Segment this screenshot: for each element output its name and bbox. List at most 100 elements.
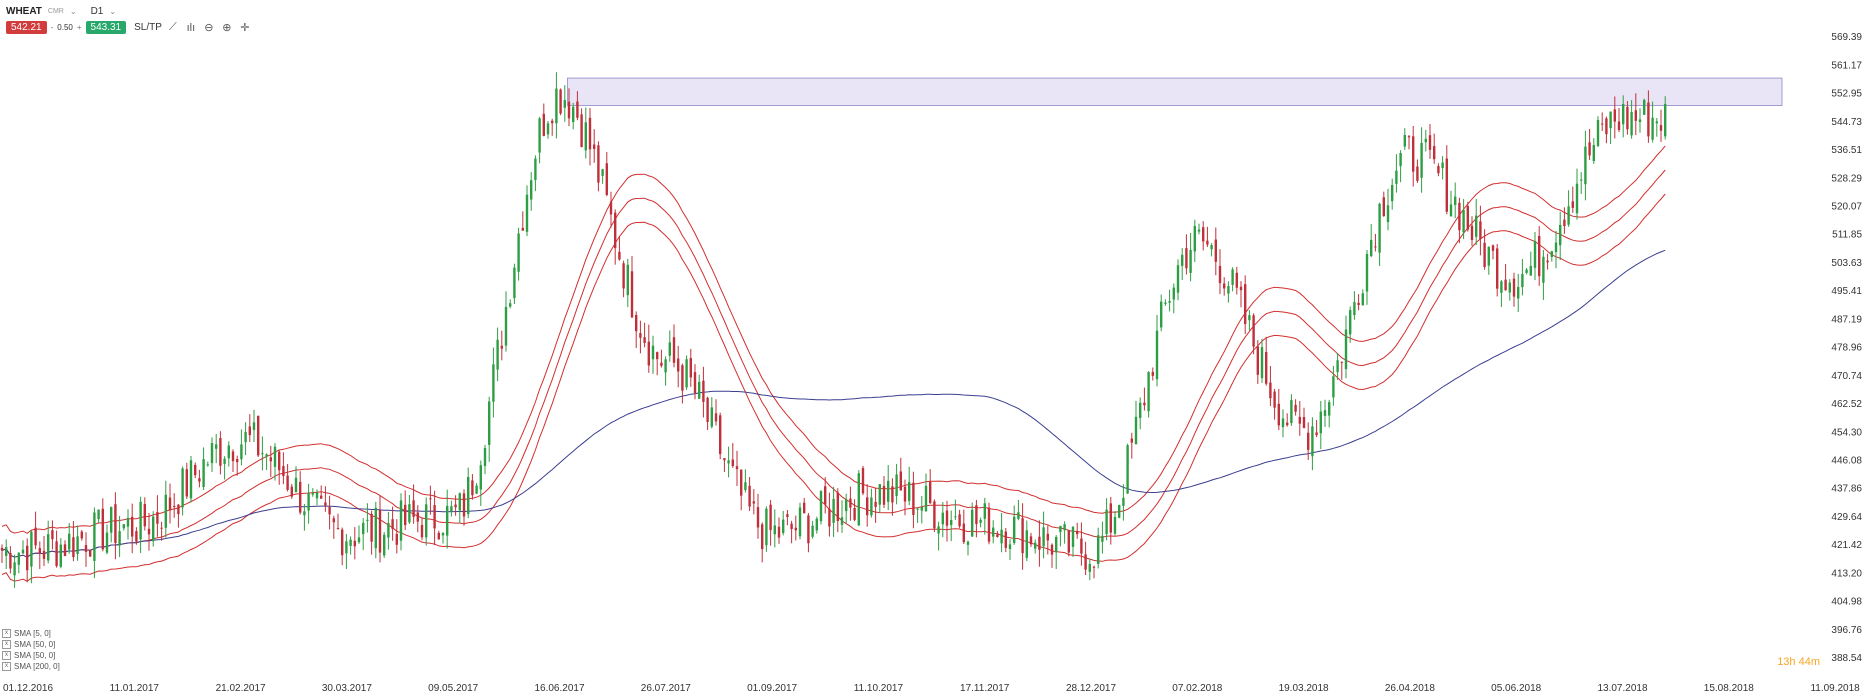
candle-body xyxy=(320,495,323,499)
crosshair-icon[interactable]: ✛ xyxy=(240,22,250,34)
candle-body xyxy=(1479,221,1482,240)
candle-body xyxy=(1433,146,1436,160)
legend-checkbox[interactable]: x xyxy=(2,651,11,660)
candle-body xyxy=(143,503,146,527)
candle-body xyxy=(1050,544,1054,555)
candle-body xyxy=(861,468,865,494)
candle-body xyxy=(341,529,344,556)
candle-body xyxy=(1340,361,1343,363)
lot-value-input[interactable]: 0.50 xyxy=(57,23,73,32)
candle-body xyxy=(1160,301,1163,328)
candle-body xyxy=(689,358,692,378)
candle-body xyxy=(870,497,873,516)
candle-body xyxy=(966,541,970,545)
lot-stepper[interactable]: - 0.50 + xyxy=(51,23,82,32)
candle-body xyxy=(1575,183,1579,214)
candle-body xyxy=(559,89,562,114)
candle-body xyxy=(1034,542,1037,549)
y-tick-label: 503.63 xyxy=(1831,258,1862,269)
candle-body xyxy=(1391,184,1394,202)
zoom-out-icon[interactable]: ⊖ xyxy=(204,22,214,34)
chevron-down-icon[interactable]: ⌄ xyxy=(109,6,117,16)
candle-body xyxy=(290,486,293,497)
candle-body xyxy=(1055,536,1058,553)
candle-body xyxy=(1122,497,1125,506)
legend-item[interactable]: x SMA [50, 0] xyxy=(2,639,60,650)
candle-body xyxy=(782,519,785,534)
indicators-icon[interactable]: ılı xyxy=(186,21,196,34)
candle-body xyxy=(202,459,205,487)
candle-body xyxy=(164,494,167,528)
candle-body xyxy=(1596,120,1600,146)
candle-body xyxy=(307,492,310,511)
candle-body xyxy=(378,509,382,553)
lot-minus-button[interactable]: - xyxy=(50,23,54,32)
legend-label: SMA [5, 0] xyxy=(14,629,51,638)
legend-item[interactable]: x SMA [50, 0] xyxy=(2,650,60,661)
candle-body xyxy=(63,544,67,557)
zoom-in-icon[interactable]: ⊕ xyxy=(222,22,232,34)
candle-body xyxy=(1491,245,1495,251)
candle-body xyxy=(105,532,109,553)
resistance-zone[interactable] xyxy=(567,77,1783,106)
candle-body xyxy=(462,493,466,517)
candle-body xyxy=(26,545,29,571)
candle-body xyxy=(668,342,671,356)
candle-body xyxy=(500,345,503,349)
legend-label: SMA [50, 0] xyxy=(14,651,56,660)
legend-item[interactable]: x SMA [5, 0] xyxy=(2,628,60,639)
candle-body xyxy=(215,444,218,449)
candle-body xyxy=(34,527,37,546)
legend-item[interactable]: x SMA [200, 0] xyxy=(2,661,60,672)
candle-body xyxy=(1038,536,1041,550)
candle-body xyxy=(1533,241,1537,268)
candle-body xyxy=(244,432,247,443)
y-tick-label: 561.17 xyxy=(1831,60,1862,71)
line-chart-icon[interactable]: ⟋ xyxy=(169,21,177,33)
candle-body xyxy=(1567,206,1570,225)
candle-body xyxy=(1529,265,1532,276)
candle-body xyxy=(1273,391,1276,408)
candle-body xyxy=(685,359,688,388)
candle-body xyxy=(391,519,394,529)
candle-body xyxy=(1155,330,1159,380)
candle-body xyxy=(1067,530,1070,553)
candle-countdown: 13h 44m xyxy=(1777,656,1820,668)
candle-body xyxy=(996,534,999,537)
legend-checkbox[interactable]: x xyxy=(2,662,11,671)
sltp-button[interactable]: SL/TP xyxy=(134,22,162,33)
candle-body xyxy=(366,519,369,521)
candle-body xyxy=(408,504,411,523)
candle-body xyxy=(1151,371,1154,376)
candle-body xyxy=(1508,282,1511,293)
chevron-down-icon[interactable]: ⌄ xyxy=(69,6,77,16)
sell-button[interactable]: 542.21 xyxy=(6,21,47,34)
candle-body xyxy=(38,548,41,554)
legend-checkbox[interactable]: x xyxy=(2,640,11,649)
timeframe-selector[interactable]: D1 xyxy=(90,5,104,17)
candle-body xyxy=(584,122,587,151)
candle-body xyxy=(1370,239,1373,257)
candle-body xyxy=(1420,142,1423,178)
legend-checkbox[interactable]: x xyxy=(2,629,11,638)
buy-button[interactable]: 543.31 xyxy=(85,21,127,34)
candle-body xyxy=(1277,403,1280,426)
candle-body xyxy=(349,539,352,546)
candle-body xyxy=(1655,121,1658,124)
candle-body xyxy=(752,501,755,504)
y-tick-label: 429.64 xyxy=(1831,512,1862,523)
sma-line xyxy=(1,145,1666,534)
lot-plus-button[interactable]: + xyxy=(76,23,82,32)
candle-body xyxy=(1181,254,1184,266)
candle-body xyxy=(1323,410,1327,416)
candle-body xyxy=(89,549,92,557)
candle-body xyxy=(786,514,789,517)
candle-body xyxy=(832,498,835,523)
candle-body xyxy=(1332,376,1335,398)
candle-body xyxy=(1424,138,1427,143)
candle-body xyxy=(433,505,436,529)
x-tick-label: 19.03.2018 xyxy=(1279,683,1329,694)
candle-body xyxy=(567,101,571,119)
symbol-name[interactable]: WHEAT xyxy=(6,5,42,17)
